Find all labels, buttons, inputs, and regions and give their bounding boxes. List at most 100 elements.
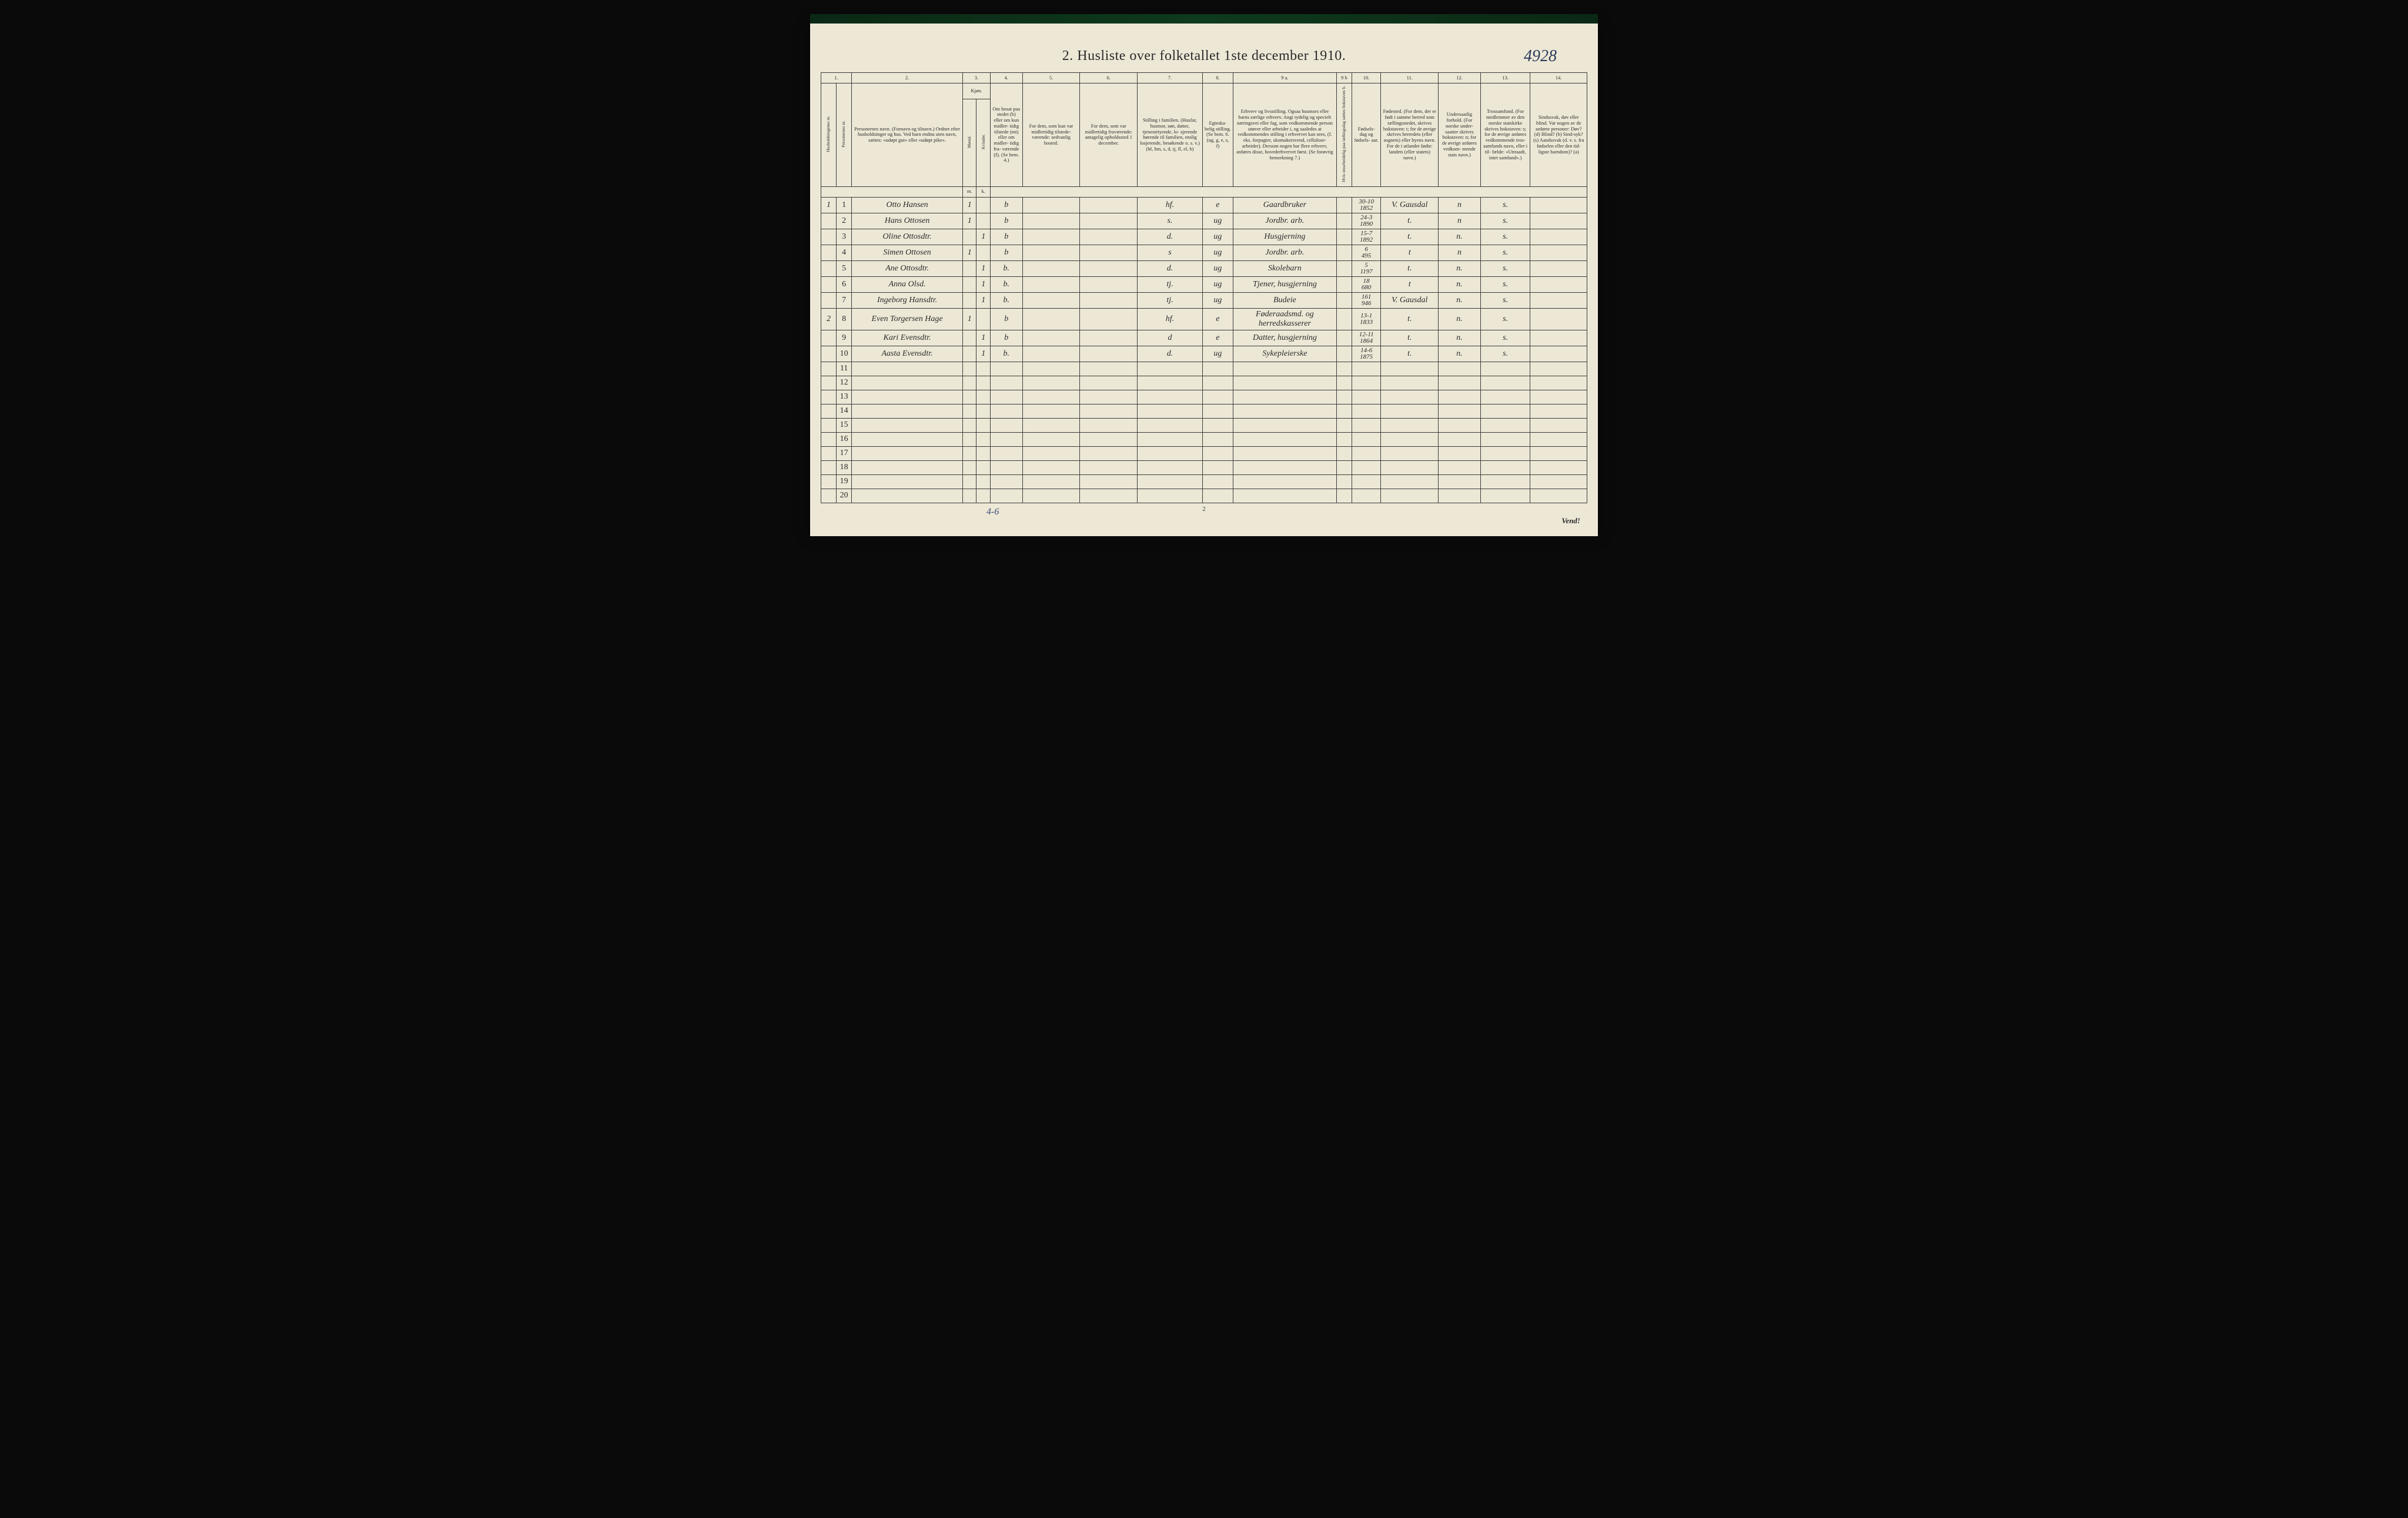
cell-erhverv: Sykepleierske bbox=[1233, 346, 1336, 362]
cell-erhverv: Jordbr. arb. bbox=[1233, 245, 1336, 260]
hdr-fodselsdag: Fødsels- dag og fødsels- aar. bbox=[1352, 83, 1381, 187]
cell-bosat bbox=[990, 418, 1022, 432]
cell-name: Aasta Evensdtr. bbox=[852, 346, 963, 362]
cell-erhverv bbox=[1233, 362, 1336, 376]
cell-egteskab: ug bbox=[1202, 276, 1233, 292]
cell-egteskab bbox=[1202, 404, 1233, 418]
cell-tilstede bbox=[1022, 418, 1080, 432]
cell-9b bbox=[1336, 330, 1352, 346]
cell-erhverv: Jordbr. arb. bbox=[1233, 213, 1336, 229]
cell-dob bbox=[1352, 489, 1381, 503]
table-row: 11Otto Hansen1bhf.eGaardbruker30-101852V… bbox=[821, 197, 1587, 213]
cell-9b bbox=[1336, 276, 1352, 292]
cell-erhverv: Tjener, husgjerning bbox=[1233, 276, 1336, 292]
cell-tros bbox=[1480, 404, 1530, 418]
cell-familien bbox=[1138, 418, 1203, 432]
annotation-topright: 4928 bbox=[1524, 47, 1557, 66]
cell-name: Oline Ottosdtr. bbox=[852, 229, 963, 245]
cell-familien bbox=[1138, 432, 1203, 446]
cell-household-nr bbox=[821, 292, 837, 308]
hdr-fodested: Fødested. (For dem, der er født i samme … bbox=[1381, 83, 1439, 187]
cell-fodested bbox=[1381, 432, 1439, 446]
cell-tros: s. bbox=[1480, 330, 1530, 346]
cell-sinds bbox=[1530, 197, 1587, 213]
cell-name bbox=[852, 376, 963, 390]
cell-egteskab: ug bbox=[1202, 346, 1233, 362]
cell-fodested bbox=[1381, 489, 1439, 503]
colnum-1: 1. bbox=[821, 73, 852, 83]
cell-tros bbox=[1480, 446, 1530, 460]
cell-egteskab bbox=[1202, 418, 1233, 432]
table-row-empty: 17 bbox=[821, 446, 1587, 460]
cell-tros bbox=[1480, 474, 1530, 489]
cell-tros: s. bbox=[1480, 229, 1530, 245]
census-page: 4928 2. Husliste over folketallet 1ste d… bbox=[810, 24, 1598, 536]
cell-9b bbox=[1336, 308, 1352, 330]
cell-fravaerende bbox=[1080, 460, 1138, 474]
cell-sinds bbox=[1530, 292, 1587, 308]
cell-tros bbox=[1480, 362, 1530, 376]
cell-male: 1 bbox=[963, 308, 976, 330]
table-row-empty: 14 bbox=[821, 404, 1587, 418]
cell-name bbox=[852, 362, 963, 376]
hdr-tilstede: For dem, som kun var midlertidig tilsted… bbox=[1022, 83, 1080, 187]
cell-household-nr bbox=[821, 390, 837, 404]
cell-person-nr: 7 bbox=[837, 292, 852, 308]
cell-female bbox=[976, 474, 990, 489]
cell-fodested bbox=[1381, 460, 1439, 474]
cell-9b bbox=[1336, 376, 1352, 390]
cell-person-nr: 19 bbox=[837, 474, 852, 489]
cell-erhverv bbox=[1233, 446, 1336, 460]
cell-fravaerende bbox=[1080, 292, 1138, 308]
hdr-navn: Personernes navn. (Fornavn og tilnavn.) … bbox=[852, 83, 963, 187]
cell-undersaat: n. bbox=[1439, 229, 1481, 245]
cell-undersaat bbox=[1439, 362, 1481, 376]
cell-tros: s. bbox=[1480, 245, 1530, 260]
cell-fodested bbox=[1381, 376, 1439, 390]
cell-erhverv: Gaardbruker bbox=[1233, 197, 1336, 213]
colnum-8: 8. bbox=[1202, 73, 1233, 83]
cell-bosat bbox=[990, 362, 1022, 376]
cell-tros: s. bbox=[1480, 308, 1530, 330]
cell-tros: s. bbox=[1480, 197, 1530, 213]
cell-female bbox=[976, 489, 990, 503]
cell-household-nr: 2 bbox=[821, 308, 837, 330]
cell-9b bbox=[1336, 229, 1352, 245]
hdr-trossamfund: Trossamfund. (For medlemmer av den norsk… bbox=[1480, 83, 1530, 187]
cell-person-nr: 15 bbox=[837, 418, 852, 432]
cell-household-nr bbox=[821, 276, 837, 292]
cell-fravaerende bbox=[1080, 432, 1138, 446]
cell-sinds bbox=[1530, 390, 1587, 404]
cell-familien: d bbox=[1138, 330, 1203, 346]
cell-fodested: V. Gausdal bbox=[1381, 197, 1439, 213]
cell-fodested: V. Gausdal bbox=[1381, 292, 1439, 308]
cell-name: Hans Ottosen bbox=[852, 213, 963, 229]
cell-undersaat bbox=[1439, 418, 1481, 432]
cell-egteskab bbox=[1202, 376, 1233, 390]
cell-person-nr: 20 bbox=[837, 489, 852, 503]
blank-sub bbox=[821, 186, 963, 197]
cell-fravaerende bbox=[1080, 376, 1138, 390]
cell-undersaat: n. bbox=[1439, 276, 1481, 292]
cell-female bbox=[976, 362, 990, 376]
cell-tros bbox=[1480, 432, 1530, 446]
cell-undersaat: n. bbox=[1439, 260, 1481, 276]
cell-tilstede bbox=[1022, 404, 1080, 418]
footer-page-number: 2 bbox=[821, 506, 1587, 513]
blank-sub2 bbox=[990, 186, 1587, 197]
cell-fodested: t. bbox=[1381, 346, 1439, 362]
hdr-kjon: Kjøn. bbox=[963, 83, 991, 99]
cell-erhverv: Budeie bbox=[1233, 292, 1336, 308]
colnum-7: 7. bbox=[1138, 73, 1203, 83]
cell-familien bbox=[1138, 362, 1203, 376]
cell-name bbox=[852, 418, 963, 432]
cell-female bbox=[976, 197, 990, 213]
cell-household-nr bbox=[821, 213, 837, 229]
cell-egteskab: ug bbox=[1202, 292, 1233, 308]
hdr-egteskabelig: Egteska- belig stilling. (Se bem. 6. (ug… bbox=[1202, 83, 1233, 187]
cell-erhverv bbox=[1233, 404, 1336, 418]
cell-9b bbox=[1336, 418, 1352, 432]
cell-familien bbox=[1138, 390, 1203, 404]
cell-undersaat: n. bbox=[1439, 292, 1481, 308]
cell-tilstede bbox=[1022, 376, 1080, 390]
